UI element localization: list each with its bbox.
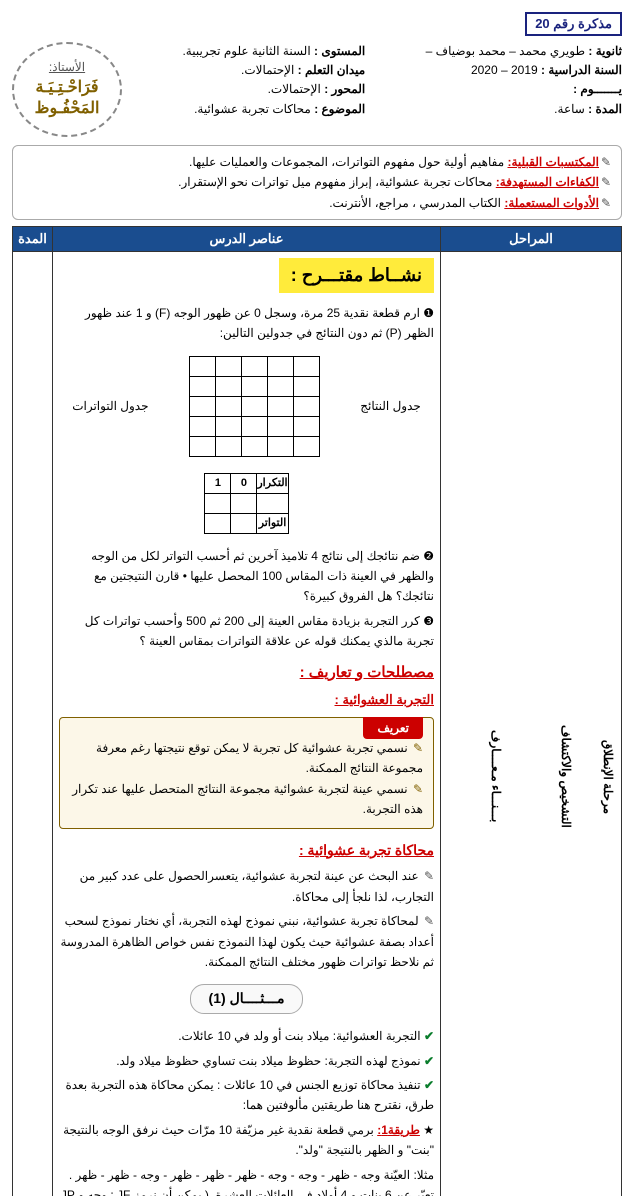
pen-icon: ✎ xyxy=(422,866,434,886)
tables-row: جدول النتائج جدول التواترات التكرار01 xyxy=(59,352,434,538)
prereq-label: المكتسبات القبلية: xyxy=(508,155,600,169)
freq-h0: التكرار xyxy=(257,473,288,493)
header-right-col: ثانوية : طويري محمد – محمد بوضياف – السن… xyxy=(426,42,622,119)
duration-value: ساعة. xyxy=(554,102,585,116)
definition-1: نسمي تجربة عشوائية كل تجربة لا يمكن توقع… xyxy=(96,741,423,775)
year-label: السنة الدراسية : xyxy=(541,63,622,77)
level-label: المستوى : xyxy=(314,44,365,58)
skills-label: الكفاءات المستهدفة: xyxy=(496,175,599,189)
pen-icon: ✎ xyxy=(411,779,423,799)
pen-icon: ✎ xyxy=(422,911,434,931)
th-time: المدة xyxy=(13,227,53,252)
definition-tab: تعريف xyxy=(363,717,423,739)
tools-value: الكتاب المدرسي ، مراجع، الأنترنت. xyxy=(329,196,501,210)
example-3: تنفيذ محاكاة توزيع الجنس في 10 عائلات : … xyxy=(65,1078,434,1112)
content-cell: نشــاط مقتـــرح : ❶ ارم قطعة نقدية 25 مر… xyxy=(53,252,441,1196)
experiment-title: التجربة العشوائية : xyxy=(59,689,434,711)
method-1-label: طريقة1: xyxy=(377,1123,420,1137)
field-value: الإحتمالات. xyxy=(241,63,294,77)
activity-step-2: ❷ ضم نتائجك إلى نتائج 4 تلاميذ آخرين ثم … xyxy=(59,546,434,607)
day-label: يـــــــوم : xyxy=(573,82,622,96)
teacher-name-1: فَرَاحْـتِـيَـة xyxy=(35,78,98,99)
terms-title: مصطلحات و تعاريف : xyxy=(59,660,434,686)
pen-icon: ✎ xyxy=(599,193,611,213)
school-label: ثانوية : xyxy=(588,44,622,58)
activity-title: نشــاط مقتـــرح : xyxy=(279,258,434,293)
prereq-value: مفاهيم أولية حول مفهوم التواترات، المجمو… xyxy=(189,155,504,169)
teacher-name-2: المَحْفُـوظ xyxy=(35,99,100,120)
freq-h1: 0 xyxy=(231,473,257,493)
definition-box: تعريف ✎ نسمي تجربة عشوائية كل تجربة لا ي… xyxy=(59,717,434,829)
check-icon: ✔ xyxy=(424,1029,434,1043)
teacher-box: الأستاذ: فَرَاحْـتِـيَـة المَحْفُـوظ xyxy=(12,42,122,137)
activity-step-1: ❶ ارم قطعة نقدية 25 مرة، وسجل 0 عن ظهور … xyxy=(59,303,434,344)
example-2: نموذج لهذه التجربة: حظوظ ميلاد بنت تساوي… xyxy=(116,1054,420,1068)
level-value: السنة الثانية علوم تجريبية. xyxy=(182,44,310,58)
axis-label: المحور : xyxy=(324,82,365,96)
skills-value: محاكات تجربة عشوائية، إبراز مفهوم ميل تو… xyxy=(178,175,492,189)
stage-cell: مرحلة الإنطلاق التشخيص والاكتشاف بـــنــ… xyxy=(441,252,622,1196)
example-badge: مـــثــــال (1) xyxy=(190,984,304,1014)
freq-h2: 1 xyxy=(205,473,231,493)
school-value: طويري محمد – محمد بوضياف – xyxy=(426,44,585,58)
stage-2: التشخيص والاكتشاف xyxy=(559,258,573,1196)
results-table xyxy=(189,356,320,457)
time-cell xyxy=(13,252,53,1196)
axis-value: الإحتمالات. xyxy=(268,82,321,96)
teacher-title: الأستاذ: xyxy=(49,60,85,74)
pen-icon: ✎ xyxy=(599,172,611,192)
sim-p2: لمحاكاة تجربة عشوائية، نبني نموذج لهذه ا… xyxy=(60,914,434,969)
header-mid-col: المستوى : السنة الثانية علوم تجريبية. مي… xyxy=(182,42,365,119)
frequency-table: التكرار01 التواتر xyxy=(204,473,288,534)
lesson-table: المراحل عناصر الدرس المدة مرحلة الإنطلاق… xyxy=(12,226,622,1196)
field-label: ميدان التعلم : xyxy=(298,63,366,77)
subject-label: الموضوع : xyxy=(314,102,365,116)
duration-label: المدة : xyxy=(588,102,622,116)
definition-2: نسمي عينة لتجربة عشوائية مجموعة النتائج … xyxy=(72,782,423,816)
pen-icon: ✎ xyxy=(599,152,611,172)
prereq-box: ✎المكتسبات القبلية: مفاهيم أولية حول مفه… xyxy=(12,145,622,220)
check-icon: ✔ xyxy=(424,1078,434,1092)
freq-r: التواتر xyxy=(257,513,288,533)
check-icon: ✔ xyxy=(424,1054,434,1068)
header-row: ثانوية : طويري محمد – محمد بوضياف – السن… xyxy=(12,42,622,137)
simulation-title: محاكاة تجربة عشوائية : xyxy=(59,839,434,863)
year-value: 2019 – 2020 xyxy=(471,63,538,77)
results-table-label: جدول النتائج xyxy=(360,396,421,416)
tools-label: الأدوات المستعملة: xyxy=(504,196,599,210)
stage-3: بـــنـــاء مـعــــارف xyxy=(489,258,503,1196)
subject-value: محاكات تجربة عشوائية. xyxy=(194,102,311,116)
sim-p1: عند البحث عن عينة لتجربة عشوائية، يتعسرا… xyxy=(80,869,434,903)
memo-badge: مذكرة رقم 20 xyxy=(525,12,622,36)
method-1b: مثلا: العيّنة وجه - ظهر - وجه - وجه - ظه… xyxy=(59,1165,434,1196)
freq-table-label: جدول التواترات xyxy=(72,396,148,416)
th-stage: المراحل xyxy=(441,227,622,252)
activity-step-3: ❸ كرر التجربة بزيادة مقاس العينة إلى 200… xyxy=(59,611,434,652)
example-1: التجربة العشوائية: ميلاد بنت أو ولد في 1… xyxy=(178,1029,420,1043)
stage-1: مرحلة الإنطلاق xyxy=(601,258,615,1196)
document-page: مذكرة رقم 20 ثانوية : طويري محمد – محمد … xyxy=(0,0,634,1196)
pen-icon: ✎ xyxy=(411,738,423,758)
th-content: عناصر الدرس xyxy=(53,227,441,252)
